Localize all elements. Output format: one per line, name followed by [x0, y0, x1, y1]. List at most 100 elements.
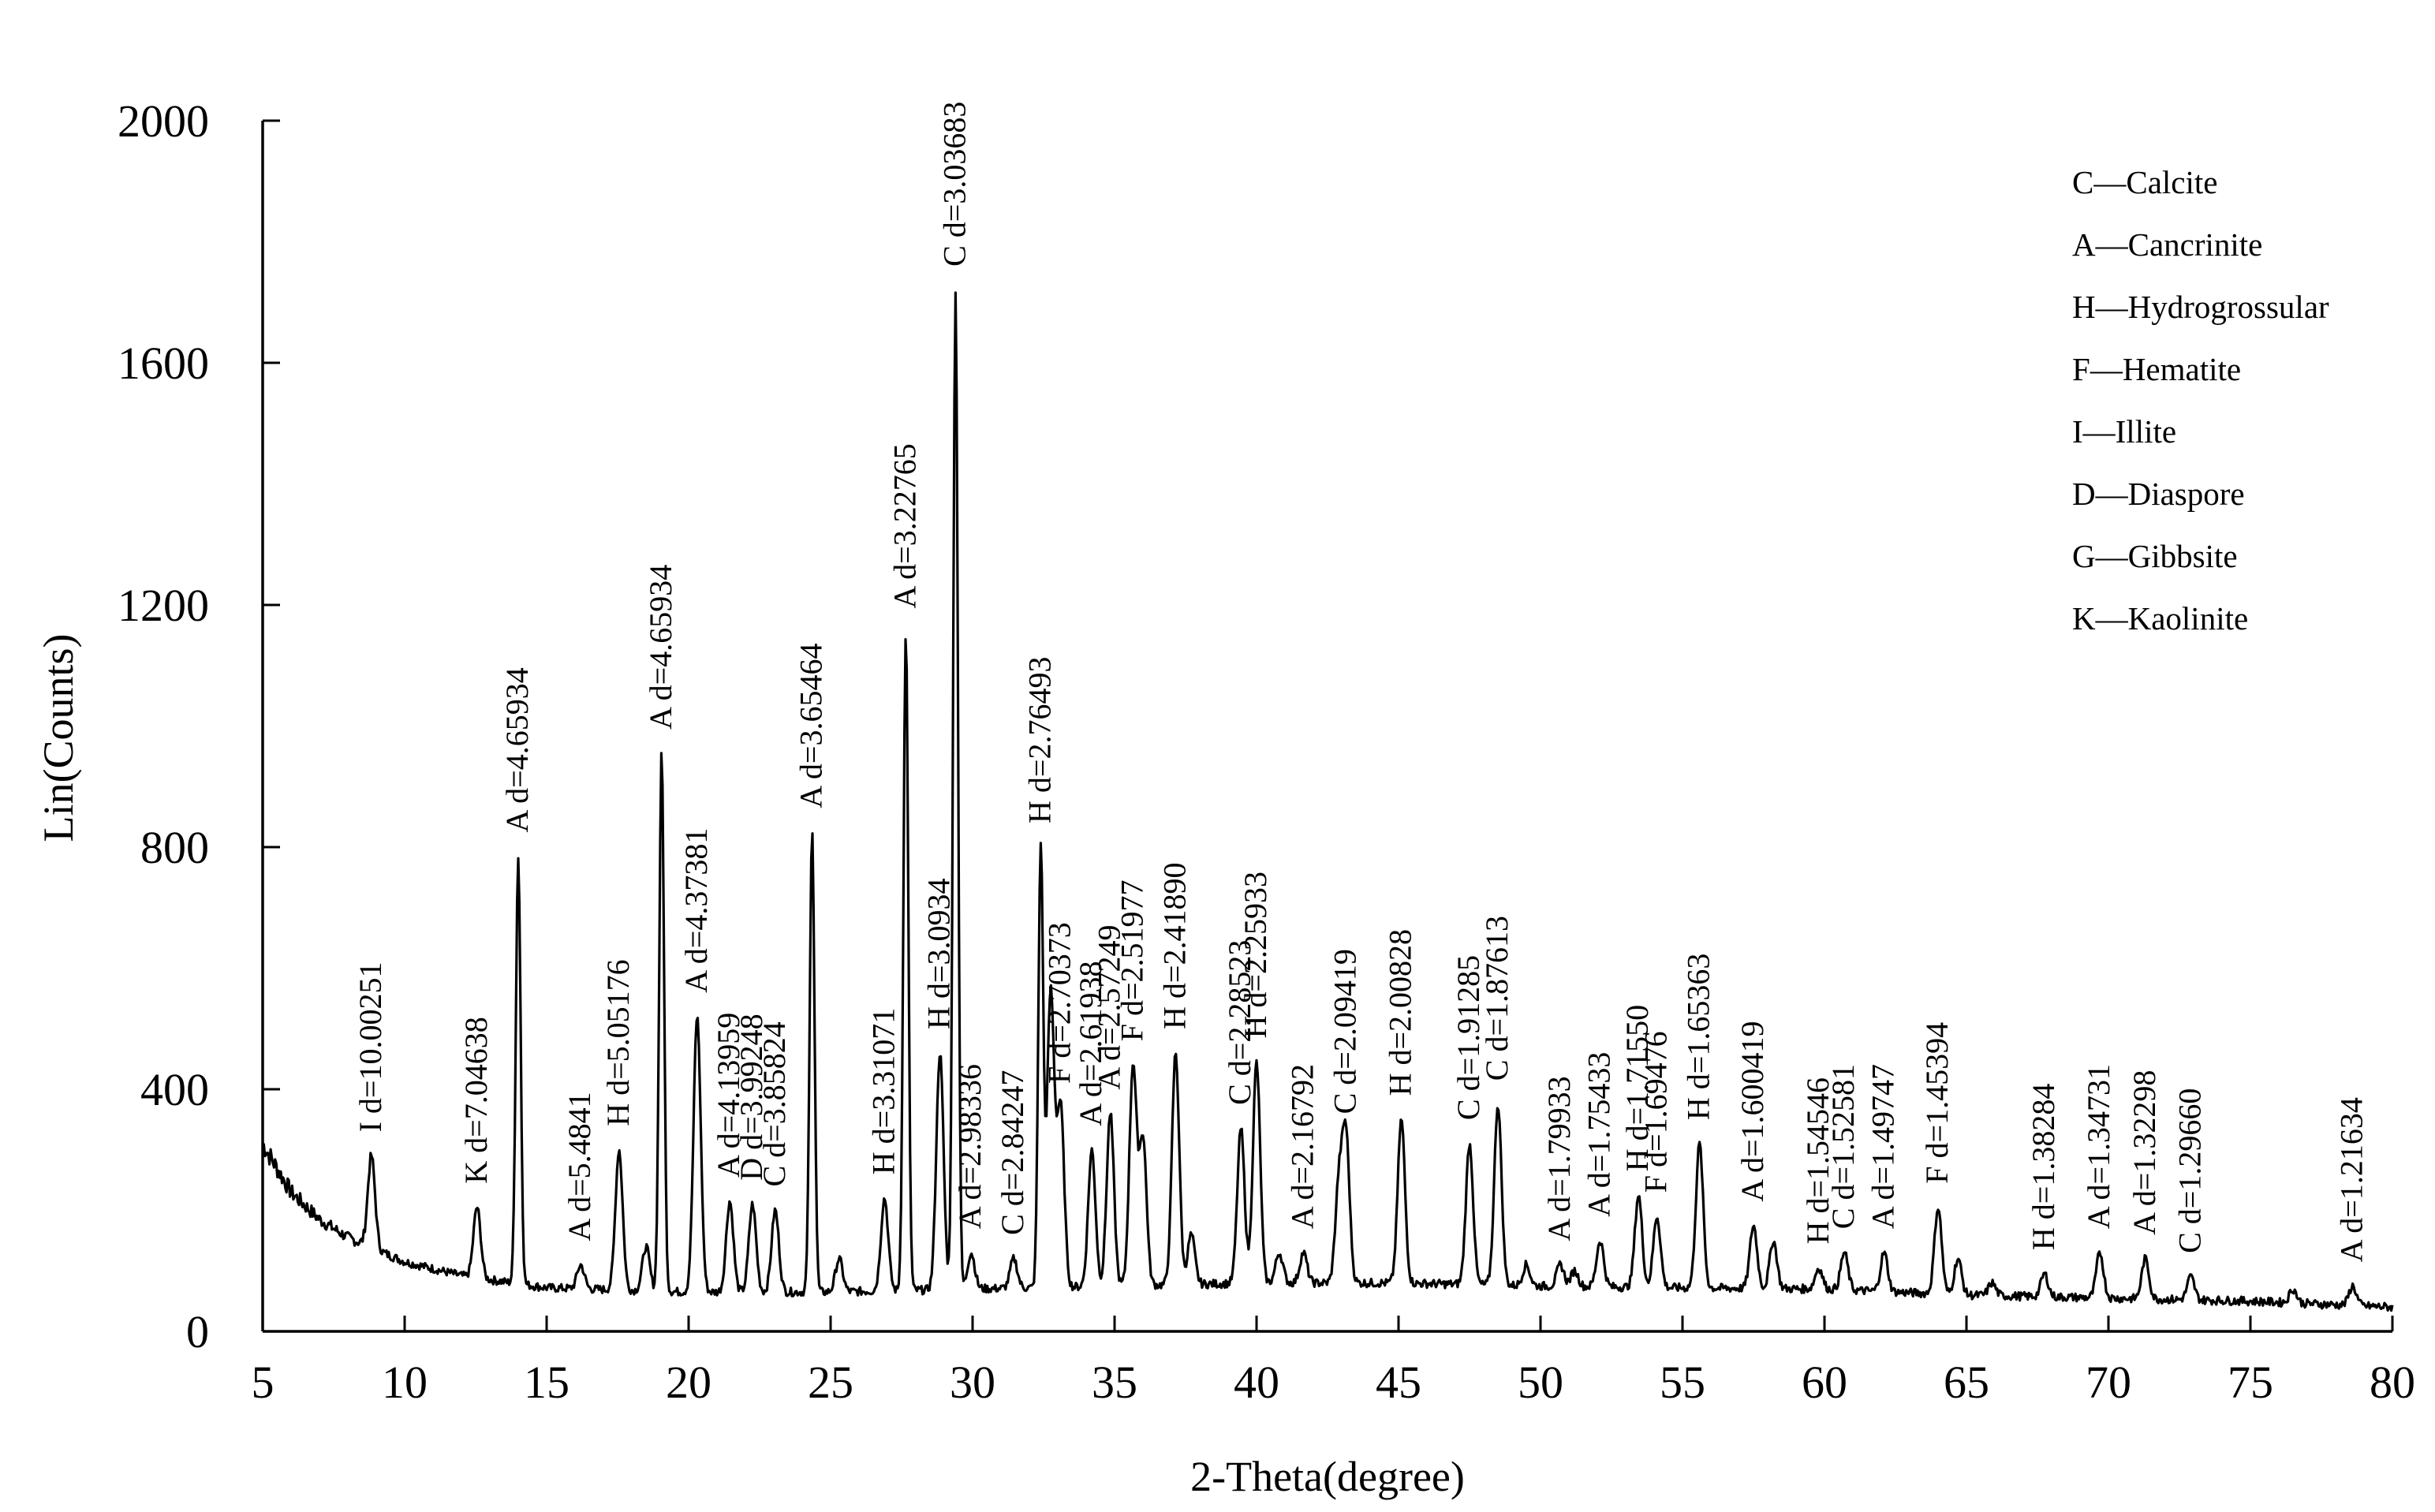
peak-label: A d=1.75433 — [1582, 1052, 1617, 1217]
peak-label: C d=2.09419 — [1327, 949, 1362, 1114]
peak-label: C d=1.91285 — [1451, 955, 1486, 1120]
peak-label: A d=2.16792 — [1284, 1064, 1320, 1229]
legend-name: Diaspore — [2128, 476, 2245, 512]
peak-label: A d=1.49747 — [1865, 1064, 1901, 1229]
peak-label: H d=5.05176 — [600, 959, 636, 1126]
x-tick-label: 75 — [2228, 1357, 2273, 1408]
legend-code: C — [2072, 164, 2093, 200]
peak-label: A d=4.65934 — [643, 565, 678, 730]
peak-label: H d=1.38284 — [2026, 1084, 2061, 1250]
x-tick-label: 30 — [950, 1357, 995, 1408]
peak-label: H d=2.00828 — [1383, 929, 1418, 1096]
peak-label: A d=4.13959 — [711, 1013, 746, 1178]
x-tick-label: 20 — [666, 1357, 711, 1408]
peak-label: A d=4.37381 — [678, 828, 714, 993]
legend: C—CalciteA—CancriniteH—HydrogrossularF—H… — [2072, 164, 2329, 637]
peak-label: H d=2.25933 — [1238, 872, 1273, 1038]
peak-label: A d=1.32298 — [2127, 1070, 2162, 1235]
x-tick-label: 40 — [1234, 1357, 1279, 1408]
x-tick-label: 45 — [1376, 1357, 1421, 1408]
peak-label: K d=7.04638 — [458, 1017, 494, 1183]
peak-label: A d=2.61938 — [1073, 961, 1108, 1126]
peak-label: H d=1.71550 — [1619, 1005, 1655, 1171]
x-tick-label: 35 — [1092, 1357, 1137, 1408]
peak-label: F d=2.51977 — [1114, 879, 1149, 1041]
peak-label: H d=2.41890 — [1156, 863, 1192, 1029]
legend-code: I — [2072, 413, 2083, 450]
legend-name: Cancrinite — [2128, 226, 2263, 263]
axes: 5 10 15 20 25 30 35 40 45 50 55 60 65 70 75 80040080012… — [118, 95, 2415, 1408]
peak-label: A d=4.65934 — [499, 667, 535, 832]
peak-label: C d=2.84247 — [995, 1070, 1030, 1235]
x-tick-label: 60 — [1802, 1357, 1847, 1408]
x-tick-label: 25 — [808, 1357, 853, 1408]
peak-label: I d=10.00251 — [353, 962, 388, 1133]
legend-code: G — [2072, 538, 2096, 574]
legend-dash: — — [2093, 164, 2127, 200]
legend-dash: — — [2095, 226, 2129, 263]
peak-label: C d=1.87613 — [1479, 916, 1514, 1081]
legend-entry: I—Illite — [2072, 413, 2176, 450]
x-tick-label: 5 — [252, 1357, 274, 1408]
peak-label: C d=2.28523 — [1222, 940, 1257, 1105]
x-tick-label: 50 — [1518, 1357, 1563, 1408]
legend-code: K — [2072, 600, 2096, 637]
y-tick-label: 1200 — [118, 580, 209, 631]
peak-label: A d=1.79933 — [1541, 1076, 1577, 1241]
legend-dash: — — [2095, 600, 2129, 637]
legend-name: Hematite — [2123, 351, 2241, 387]
peak-label: A d=5.4841 — [562, 1092, 597, 1241]
peak-label: C d=1.29660 — [2172, 1088, 2207, 1253]
peak-label: F d=2.70373 — [1042, 922, 1077, 1084]
peak-label: C d=1.52581 — [1825, 1064, 1861, 1229]
y-tick-label: 2000 — [118, 95, 209, 147]
legend-dash: — — [2095, 289, 2129, 325]
y-tick-label: 800 — [140, 822, 209, 873]
y-tick-label: 0 — [186, 1306, 209, 1357]
legend-dash: — — [2082, 413, 2116, 450]
peak-label: F d=1.69476 — [1638, 1031, 1674, 1193]
legend-code: D — [2072, 476, 2096, 512]
peak-label: F d=1.45394 — [1919, 1022, 1955, 1184]
y-axis-title: Lin(Counts) — [35, 634, 82, 842]
peak-label: A d=1.600419 — [1735, 1021, 1770, 1201]
peak-label: A d=2.98336 — [952, 1064, 988, 1229]
legend-dash: — — [2090, 351, 2123, 387]
x-axis-title: 2-Theta(degree) — [1190, 1453, 1465, 1500]
y-tick-label: 1600 — [118, 338, 209, 389]
legend-name: Illite — [2116, 413, 2176, 450]
peak-label: C d=3.03683 — [936, 102, 972, 267]
peak-label: A d=3.22765 — [887, 443, 922, 608]
peak-label: H d=1.65363 — [1681, 954, 1716, 1120]
legend-dash: — — [2095, 538, 2129, 574]
legend-name: Hydrogrossular — [2128, 289, 2329, 325]
legend-code: F — [2072, 351, 2090, 387]
peak-label: C d=3.85824 — [756, 1021, 792, 1186]
peak-label: H d=2.76493 — [1021, 657, 1057, 823]
peak-label: D d=3.99248 — [734, 1014, 769, 1180]
legend-entry: C—Calcite — [2072, 164, 2217, 200]
peak-label: A d=1.34731 — [2081, 1064, 2116, 1229]
peak-label: H d=3.0934 — [921, 879, 957, 1029]
legend-entry: F—Hematite — [2072, 351, 2241, 387]
x-tick-label: 10 — [382, 1357, 428, 1408]
peak-label: A d=2.57249 — [1092, 924, 1127, 1089]
peak-label: A d=1.21634 — [2334, 1097, 2370, 1262]
legend-entry: H—Hydrogrossular — [2072, 289, 2329, 325]
legend-entry: K—Kaolinite — [2072, 600, 2248, 637]
legend-name: Kaolinite — [2128, 600, 2249, 637]
peak-labels: I d=10.00251 K d=7.04638 A d=4.65934 A d=5.… — [353, 102, 2370, 1263]
peak-label: A d=3.65464 — [794, 644, 829, 808]
x-tick-label: 70 — [2086, 1357, 2131, 1408]
legend-dash: — — [2095, 476, 2129, 512]
legend-entry: D—Diaspore — [2072, 476, 2245, 512]
legend-entry: A—Cancrinite — [2072, 226, 2262, 263]
peak-label: H d=3.31071 — [865, 1008, 901, 1174]
y-tick-label: 400 — [140, 1064, 209, 1115]
legend-name: Calcite — [2126, 164, 2217, 200]
legend-code: H — [2072, 289, 2096, 325]
x-tick-label: 15 — [524, 1357, 570, 1408]
x-tick-label: 55 — [1660, 1357, 1705, 1408]
legend-name: Gibbsite — [2128, 538, 2238, 574]
